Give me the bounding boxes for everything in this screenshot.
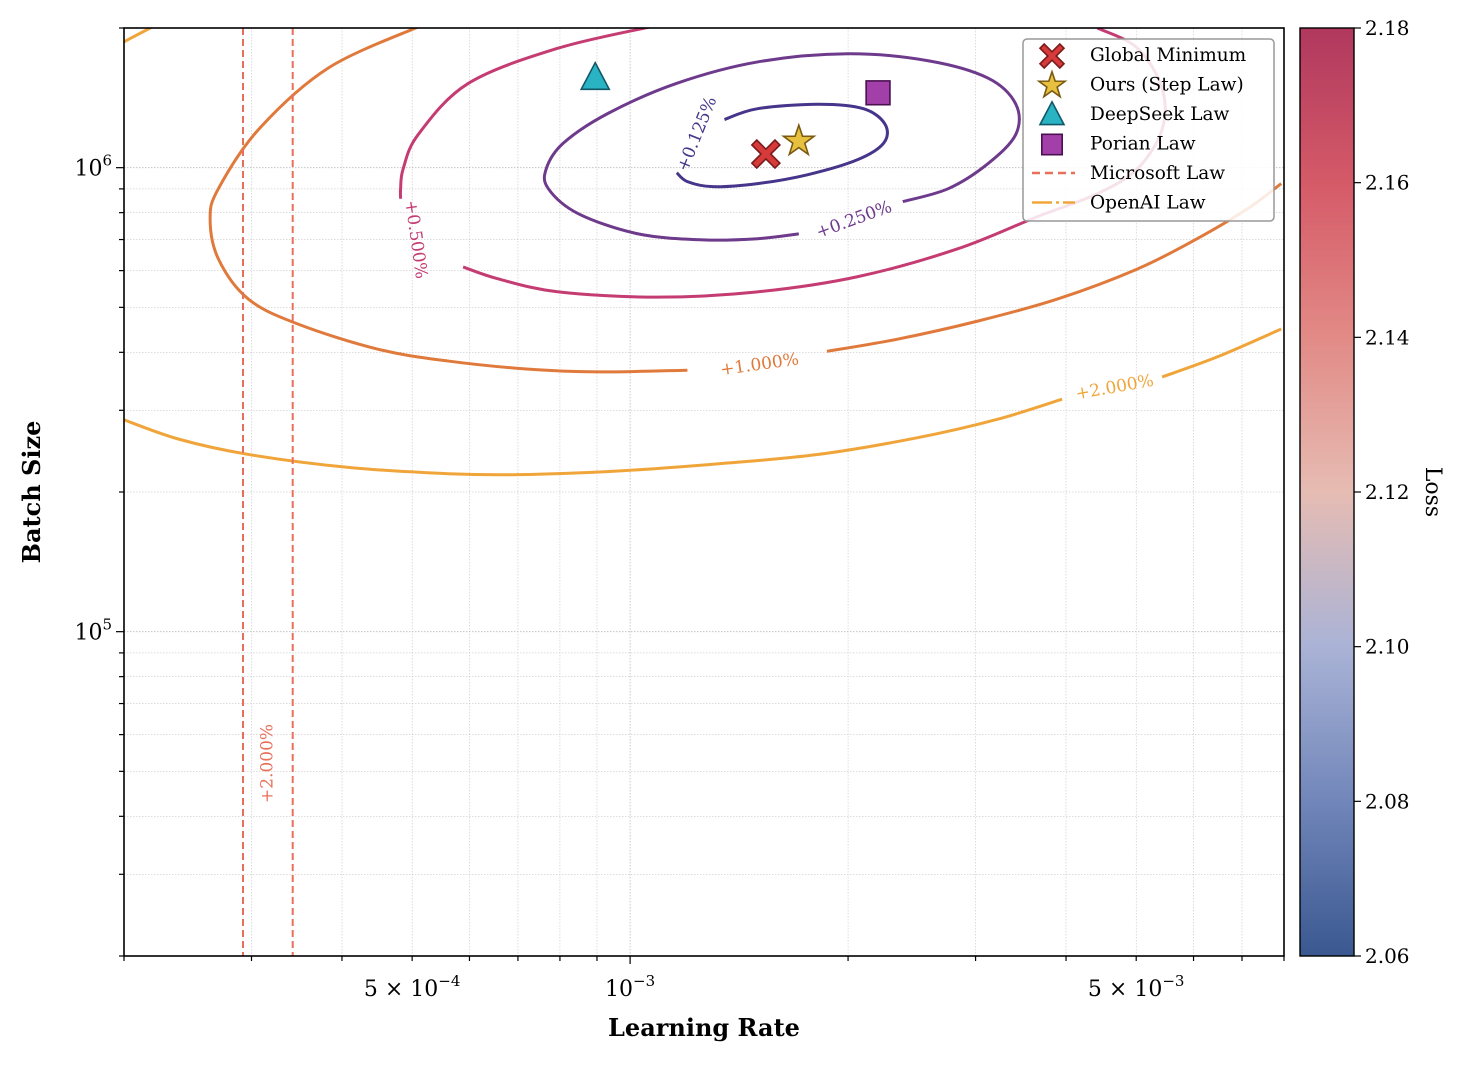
contour-line-2000 (1161, 327, 1282, 379)
microsoft-law-lines: +2.000% (242, 28, 294, 956)
contour-line-0500 (398, 28, 653, 199)
legend-marker-triangle (1038, 100, 1066, 126)
contour-line-0125 (675, 102, 889, 189)
marker-deepseek-law (579, 60, 611, 91)
marker-porian-law (865, 80, 891, 106)
legend: Global Minimum Ours (Step Law) DeepSeek La… (1022, 38, 1275, 222)
x-tick-label: 10−3 (605, 972, 655, 1002)
markers (579, 60, 891, 170)
legend-label: Ours (Step Law) (1090, 75, 1244, 96)
contour-line-0250 (542, 52, 1021, 242)
contour-label: +0.500% (400, 199, 431, 280)
y-tick-label: 106 (74, 152, 112, 182)
x-tick-label: 5 × 10−3 (1088, 972, 1185, 1002)
colorbar-tick-label: 2.18 (1365, 16, 1410, 40)
legend-marker-square (1041, 133, 1064, 156)
marker-global-minimum (750, 138, 782, 170)
microsoft-law-label: +2.000% (257, 724, 277, 803)
contour-label: +0.125% (673, 94, 721, 175)
legend-marker-x (1038, 42, 1066, 70)
colorbar-tick-label: 2.08 (1365, 789, 1410, 813)
legend-label: DeepSeek Law (1090, 104, 1230, 125)
colorbar-tick-label: 2.10 (1365, 635, 1410, 659)
y-axis: 105 106 (74, 27, 124, 957)
y-tick-label: 105 (74, 616, 112, 646)
legend-marker-star (1036, 69, 1068, 99)
colorbar-tick-label: 2.06 (1365, 944, 1410, 968)
legend-label: Porian Law (1090, 134, 1196, 155)
x-tick-label: 5 × 10−4 (364, 972, 461, 1002)
colorbar-tick-label: 2.14 (1365, 325, 1410, 349)
x-axis: 5 × 10−4 10−3 5 × 10−3 (123, 956, 1285, 1002)
colorbar: 2.06 2.08 2.10 2.12 2.14 2.16 2.18 Loss (1299, 16, 1445, 968)
colorbar-tick-label: 2.12 (1365, 480, 1410, 504)
contour-label: +1.000% (719, 349, 800, 380)
contour-label: +2.000% (1074, 371, 1155, 404)
marker-ours-step-law- (781, 122, 817, 157)
contour-line-2000 (124, 397, 1063, 477)
y-axis-label: Batch Size (17, 421, 46, 564)
colorbar-gradient (1299, 27, 1355, 957)
contour-line-1000 (208, 28, 688, 374)
legend-box (1022, 38, 1275, 222)
legend-label: OpenAI Law (1090, 193, 1206, 214)
grid (123, 27, 1285, 957)
colorbar-label: Loss (1420, 467, 1445, 517)
legend-label: Global Minimum (1090, 45, 1247, 66)
x-axis-label: Learning Rate (608, 1013, 800, 1042)
colorbar-tick-label: 2.16 (1365, 171, 1410, 195)
legend-label: Microsoft Law (1090, 163, 1225, 184)
contour-label: +0.250% (814, 197, 895, 243)
